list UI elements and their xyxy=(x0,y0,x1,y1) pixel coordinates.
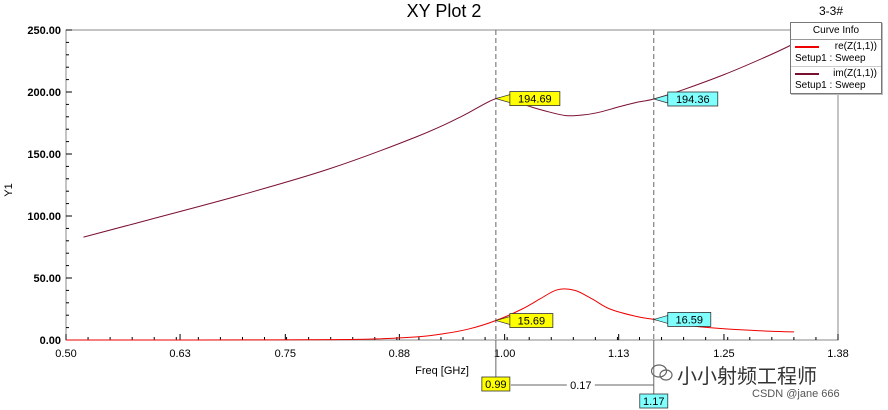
x-tick-label: 0.63 xyxy=(169,348,190,360)
y-tick-label: 50.00 xyxy=(33,273,61,285)
plot-area xyxy=(65,29,839,341)
legend-swatch xyxy=(795,46,819,48)
y-tick-label: 100.00 xyxy=(27,211,61,223)
wechat-icon xyxy=(651,364,673,381)
watermark-text: 小小射频工程师 xyxy=(677,364,817,388)
annotation-box xyxy=(667,312,712,327)
legend-title: Curve Info xyxy=(791,23,881,40)
legend-entry[interactable]: im(Z(1,1)) Setup1 : Sweep xyxy=(791,67,881,93)
x-tick-label: 1.13 xyxy=(608,348,629,360)
x-tick-label: 1.38 xyxy=(827,348,848,360)
x-tick-label: 1.25 xyxy=(713,348,734,360)
x-tick-label: 0.88 xyxy=(389,348,410,360)
x-marker-box xyxy=(481,376,511,392)
legend: Curve Info re(Z(1,1)) Setup1 : Sweep im(… xyxy=(790,22,882,94)
legend-series-name: re(Z(1,1)) xyxy=(834,41,877,52)
y-tick-label: 250.00 xyxy=(27,25,61,37)
x-axis: 0.50 0.63 0.75 0.88 1.00 1.13 1.25 1.38 xyxy=(55,334,849,360)
legend-swatch xyxy=(795,73,819,75)
y-tick-label: 150.00 xyxy=(27,149,61,161)
y-tick-label: 200.00 xyxy=(27,87,61,99)
x-marker-box xyxy=(639,393,669,409)
x-marker-label: 1.17 xyxy=(643,396,664,408)
y-axis-label: Y1 xyxy=(3,183,15,196)
x-marker-label: 0.99 xyxy=(485,379,506,391)
legend-series-name: im(Z(1,1)) xyxy=(833,68,877,79)
y-axis: 0.00 50.00 100.00 150.00 200.00 250.00 xyxy=(27,25,72,347)
annotation-label: 16.59 xyxy=(676,314,704,326)
legend-setup: Setup1 : Sweep xyxy=(795,80,866,91)
annotation-box xyxy=(667,91,719,107)
x-tick-label: 0.50 xyxy=(55,348,76,360)
annotations: 15.69 16.59 194.69 194.36 xyxy=(494,91,719,328)
legend-setup: Setup1 : Sweep xyxy=(795,53,866,64)
watermark-credit: CSDN @jane 666 xyxy=(752,388,840,400)
annotation-label: 15.69 xyxy=(518,316,546,328)
x-axis-label: Freq [GHz] xyxy=(415,365,469,377)
legend-entry[interactable]: re(Z(1,1)) Setup1 : Sweep xyxy=(791,40,881,67)
marker-delta-bg xyxy=(566,378,595,392)
corner-label: 3-3# xyxy=(818,4,843,18)
x-markers: 0.17 0.99 1.17 xyxy=(481,340,669,409)
annotation-label: 194.69 xyxy=(518,94,552,106)
marker-delta-label: 0.17 xyxy=(570,380,591,392)
marker-lines xyxy=(495,30,655,340)
annotation-box xyxy=(509,91,561,106)
chart-title: XY Plot 2 xyxy=(406,1,482,21)
annotation-label: 194.36 xyxy=(676,94,710,106)
annotation-box xyxy=(509,313,554,328)
x-tick-label: 0.75 xyxy=(275,348,296,360)
y-tick-label: 0.00 xyxy=(40,335,61,347)
x-tick-label: 1.00 xyxy=(494,348,515,360)
